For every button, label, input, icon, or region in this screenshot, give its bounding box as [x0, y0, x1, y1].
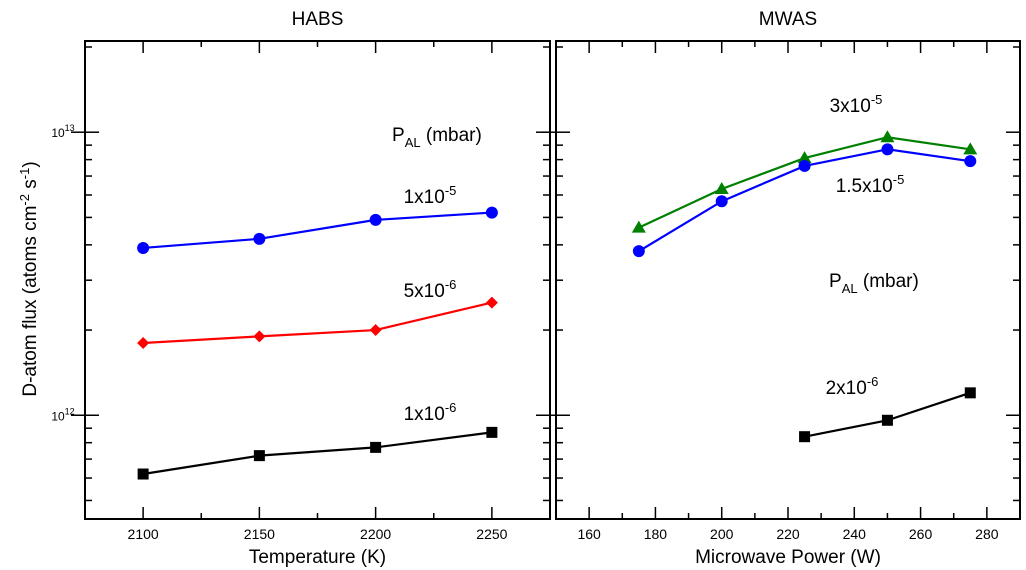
series-line	[142, 431, 493, 476]
data-point	[485, 206, 498, 219]
data-point	[137, 241, 150, 254]
plot-frame-habs	[84, 40, 551, 520]
series-mwas-0	[631, 130, 978, 233]
x-tick-label-mwas: 220	[776, 526, 800, 542]
data-point	[714, 182, 729, 195]
panel-title-habs: HABS	[292, 9, 344, 30]
series-label: 3x10-5	[830, 92, 883, 117]
panel-habs: HABS Temperature (K) 2100 2150 2200 2250 1012 1…	[51, 9, 551, 568]
data-point	[964, 387, 976, 399]
data-point	[880, 130, 895, 143]
data-point	[799, 431, 811, 443]
data-point	[369, 213, 382, 226]
legend-header-mwas: PAL (mbar)	[829, 271, 919, 296]
x-tick-label-habs: 2100	[128, 526, 159, 542]
data-point	[137, 468, 149, 480]
data-point	[253, 330, 266, 343]
y-tick-label: 1013	[51, 123, 74, 140]
data-point	[631, 220, 646, 233]
series-line	[638, 136, 971, 229]
x-tick-label-mwas: 200	[710, 526, 734, 542]
data-point	[881, 143, 894, 156]
series-habs-2	[137, 426, 498, 480]
series-line	[804, 391, 971, 438]
y-tick-label: 1012	[51, 406, 74, 423]
panel-title-mwas: MWAS	[759, 9, 817, 30]
series-label: 5x10-6	[404, 277, 457, 302]
data-point	[370, 441, 382, 453]
series-habs-1	[137, 296, 498, 349]
data-point	[632, 245, 645, 258]
x-tick-label-habs: 2200	[360, 526, 391, 542]
data-point	[486, 426, 498, 438]
data-point	[715, 195, 728, 208]
data-point	[137, 336, 150, 349]
x-tick-label-habs: 2250	[476, 526, 507, 542]
data-point	[964, 155, 977, 168]
x-axis-label-habs: Temperature (K)	[249, 547, 386, 568]
series-mwas-2	[799, 387, 976, 443]
x-axis-label-mwas: Microwave Power (W)	[695, 547, 881, 568]
panel-mwas: MWAS Microwave Power (W) 160 180 200 220 240 26…	[542, 9, 1021, 568]
data-point	[485, 296, 498, 309]
data-point	[253, 232, 266, 245]
series-habs-0	[137, 206, 498, 254]
x-tick-label-mwas: 160	[577, 526, 601, 542]
data-point	[881, 414, 893, 426]
x-tick-label-mwas: 280	[975, 526, 999, 542]
series-label: 1.5x10-5	[836, 172, 905, 197]
data-point	[253, 450, 265, 462]
series-label: 1x10-6	[404, 400, 457, 425]
series-line	[143, 301, 493, 345]
data-point	[798, 159, 811, 172]
x-tick-label-mwas: 180	[644, 526, 668, 542]
plot-frame-mwas	[555, 40, 1021, 520]
y-axis-label: D-atom flux (atoms cm-2 s-1)	[17, 161, 42, 396]
series-mwas-1	[632, 143, 977, 258]
x-tick-label-mwas: 240	[843, 526, 867, 542]
series-label: 2x10-6	[826, 374, 879, 399]
x-tick-label-mwas: 260	[909, 526, 933, 542]
data-point	[963, 142, 978, 155]
series-label: 1x10-5	[404, 183, 457, 208]
x-tick-label-habs: 2150	[244, 526, 275, 542]
data-point	[797, 151, 812, 164]
data-point	[369, 324, 382, 337]
series-line	[143, 211, 492, 250]
legend-header-habs: PAL (mbar)	[392, 125, 482, 150]
